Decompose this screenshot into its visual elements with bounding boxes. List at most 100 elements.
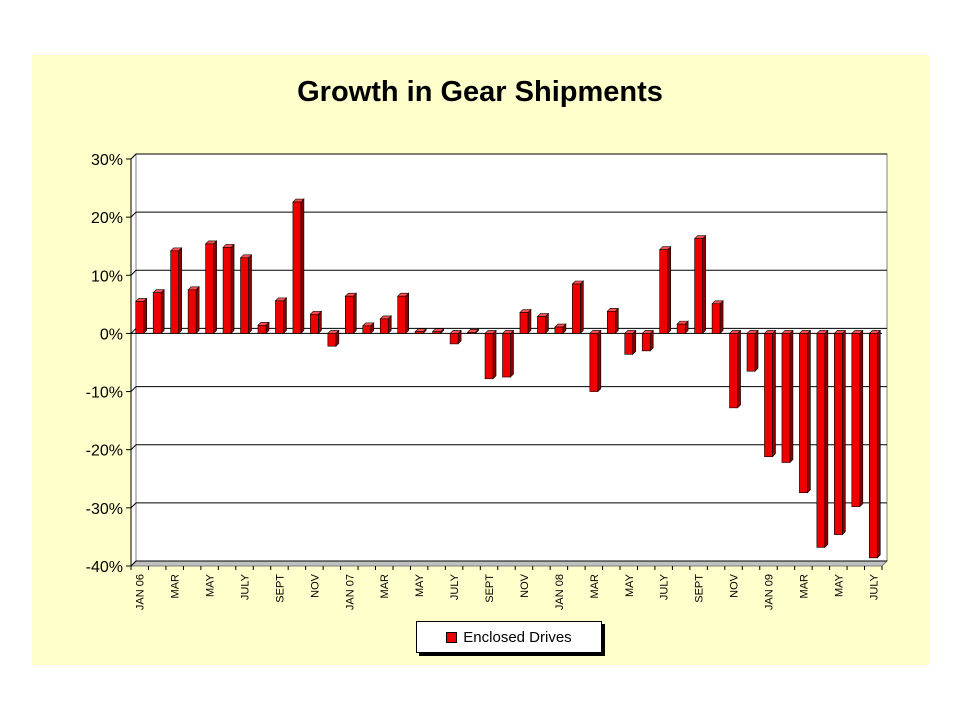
x-tick-label: JULY <box>659 573 671 600</box>
bar-side <box>824 329 829 549</box>
bar <box>152 292 162 334</box>
bar <box>694 238 703 334</box>
bar-side <box>597 329 602 393</box>
bar-side <box>510 329 514 378</box>
bar <box>572 283 581 334</box>
x-tick-label: MAR <box>170 574 182 599</box>
bar-side <box>300 198 305 335</box>
bar <box>641 333 651 352</box>
bar <box>327 333 337 347</box>
gridline-depth <box>130 444 137 451</box>
x-tick-label: MAY <box>205 573 217 597</box>
y-tick-label: 0% <box>100 326 123 343</box>
gridline-depth <box>130 502 137 509</box>
bar-side <box>143 297 148 335</box>
gridline-depth <box>130 560 137 567</box>
bar <box>729 333 738 409</box>
bar-side <box>195 286 200 335</box>
bar <box>554 326 564 334</box>
y-tick-label: -20% <box>86 443 123 460</box>
bar <box>275 300 284 334</box>
x-tick-label: SEPT <box>484 574 496 603</box>
bar <box>537 316 546 334</box>
bar-side <box>632 329 637 356</box>
bar <box>589 333 599 392</box>
x-tick-label: JAN 07 <box>344 574 356 610</box>
bar-side <box>789 329 794 464</box>
bar <box>746 333 756 372</box>
x-tick-label: JAN 08 <box>554 574 566 610</box>
bar-side <box>754 329 759 372</box>
bar-side <box>230 243 235 335</box>
plot-floor <box>129 560 889 567</box>
bar-side <box>842 329 846 536</box>
y-tick-label: 20% <box>91 210 123 227</box>
bar-side <box>772 329 776 458</box>
bar-side <box>178 247 182 335</box>
gridline-depth <box>130 211 137 218</box>
bar <box>834 333 843 535</box>
bar-side <box>492 329 497 380</box>
x-tick-label: JULY <box>449 573 461 600</box>
bar <box>764 333 773 457</box>
x-tick-label: MAY <box>624 573 636 597</box>
bar <box>711 303 721 334</box>
bar-side <box>213 240 217 335</box>
legend-label: Enclosed Drives <box>463 628 572 646</box>
bar <box>484 333 494 380</box>
bar-side <box>527 308 532 335</box>
bar-side <box>545 312 549 335</box>
bar <box>135 301 145 334</box>
bar <box>868 333 878 559</box>
bar-side <box>876 329 881 559</box>
x-tick-label: SEPT <box>694 574 706 603</box>
bar-side <box>353 292 357 335</box>
bar <box>292 201 302 334</box>
bar <box>397 295 407 334</box>
bar-side <box>667 245 671 335</box>
bar-side <box>160 289 165 335</box>
bar <box>362 325 372 334</box>
x-tick-label: MAR <box>589 574 601 599</box>
bar <box>432 331 441 334</box>
bar <box>659 249 668 334</box>
x-tick-label: MAY <box>833 573 845 597</box>
bar <box>414 331 424 334</box>
bar <box>310 313 319 334</box>
bar-side <box>248 254 252 335</box>
gridline-depth <box>130 269 137 276</box>
bar <box>816 333 826 548</box>
gridline-depth <box>130 153 137 160</box>
x-tick-label: MAR <box>798 574 810 599</box>
bar <box>467 331 476 334</box>
bar-side <box>318 310 322 335</box>
bar <box>781 333 791 463</box>
bar-side <box>283 297 287 335</box>
x-tick-label: NOV <box>519 573 531 598</box>
bar <box>170 250 179 334</box>
bar <box>379 318 389 334</box>
bar <box>187 289 197 334</box>
x-tick-label: JULY <box>240 573 252 600</box>
y-tick-label: -40% <box>86 559 123 576</box>
bar <box>676 323 686 334</box>
bar-side <box>702 234 706 335</box>
bar-side <box>649 329 654 352</box>
x-tick-label: JULY <box>868 573 880 600</box>
bar <box>606 311 616 334</box>
y-tick-label: 30% <box>91 152 123 169</box>
x-tick-label: JAN 09 <box>763 574 775 610</box>
bar-side <box>737 329 741 409</box>
chart-title: Growth in Gear Shipments <box>297 76 663 108</box>
gridline-depth <box>130 328 137 334</box>
bar-side <box>614 307 619 335</box>
x-tick-label: MAY <box>414 573 426 597</box>
x-tick-label: NOV <box>729 573 741 598</box>
bar <box>799 333 808 494</box>
x-tick-label: MAR <box>379 574 391 599</box>
gridline-depth <box>130 386 137 392</box>
bar <box>502 333 511 378</box>
bar <box>345 295 354 334</box>
y-tick-label: -10% <box>86 385 123 402</box>
bar <box>519 312 529 334</box>
